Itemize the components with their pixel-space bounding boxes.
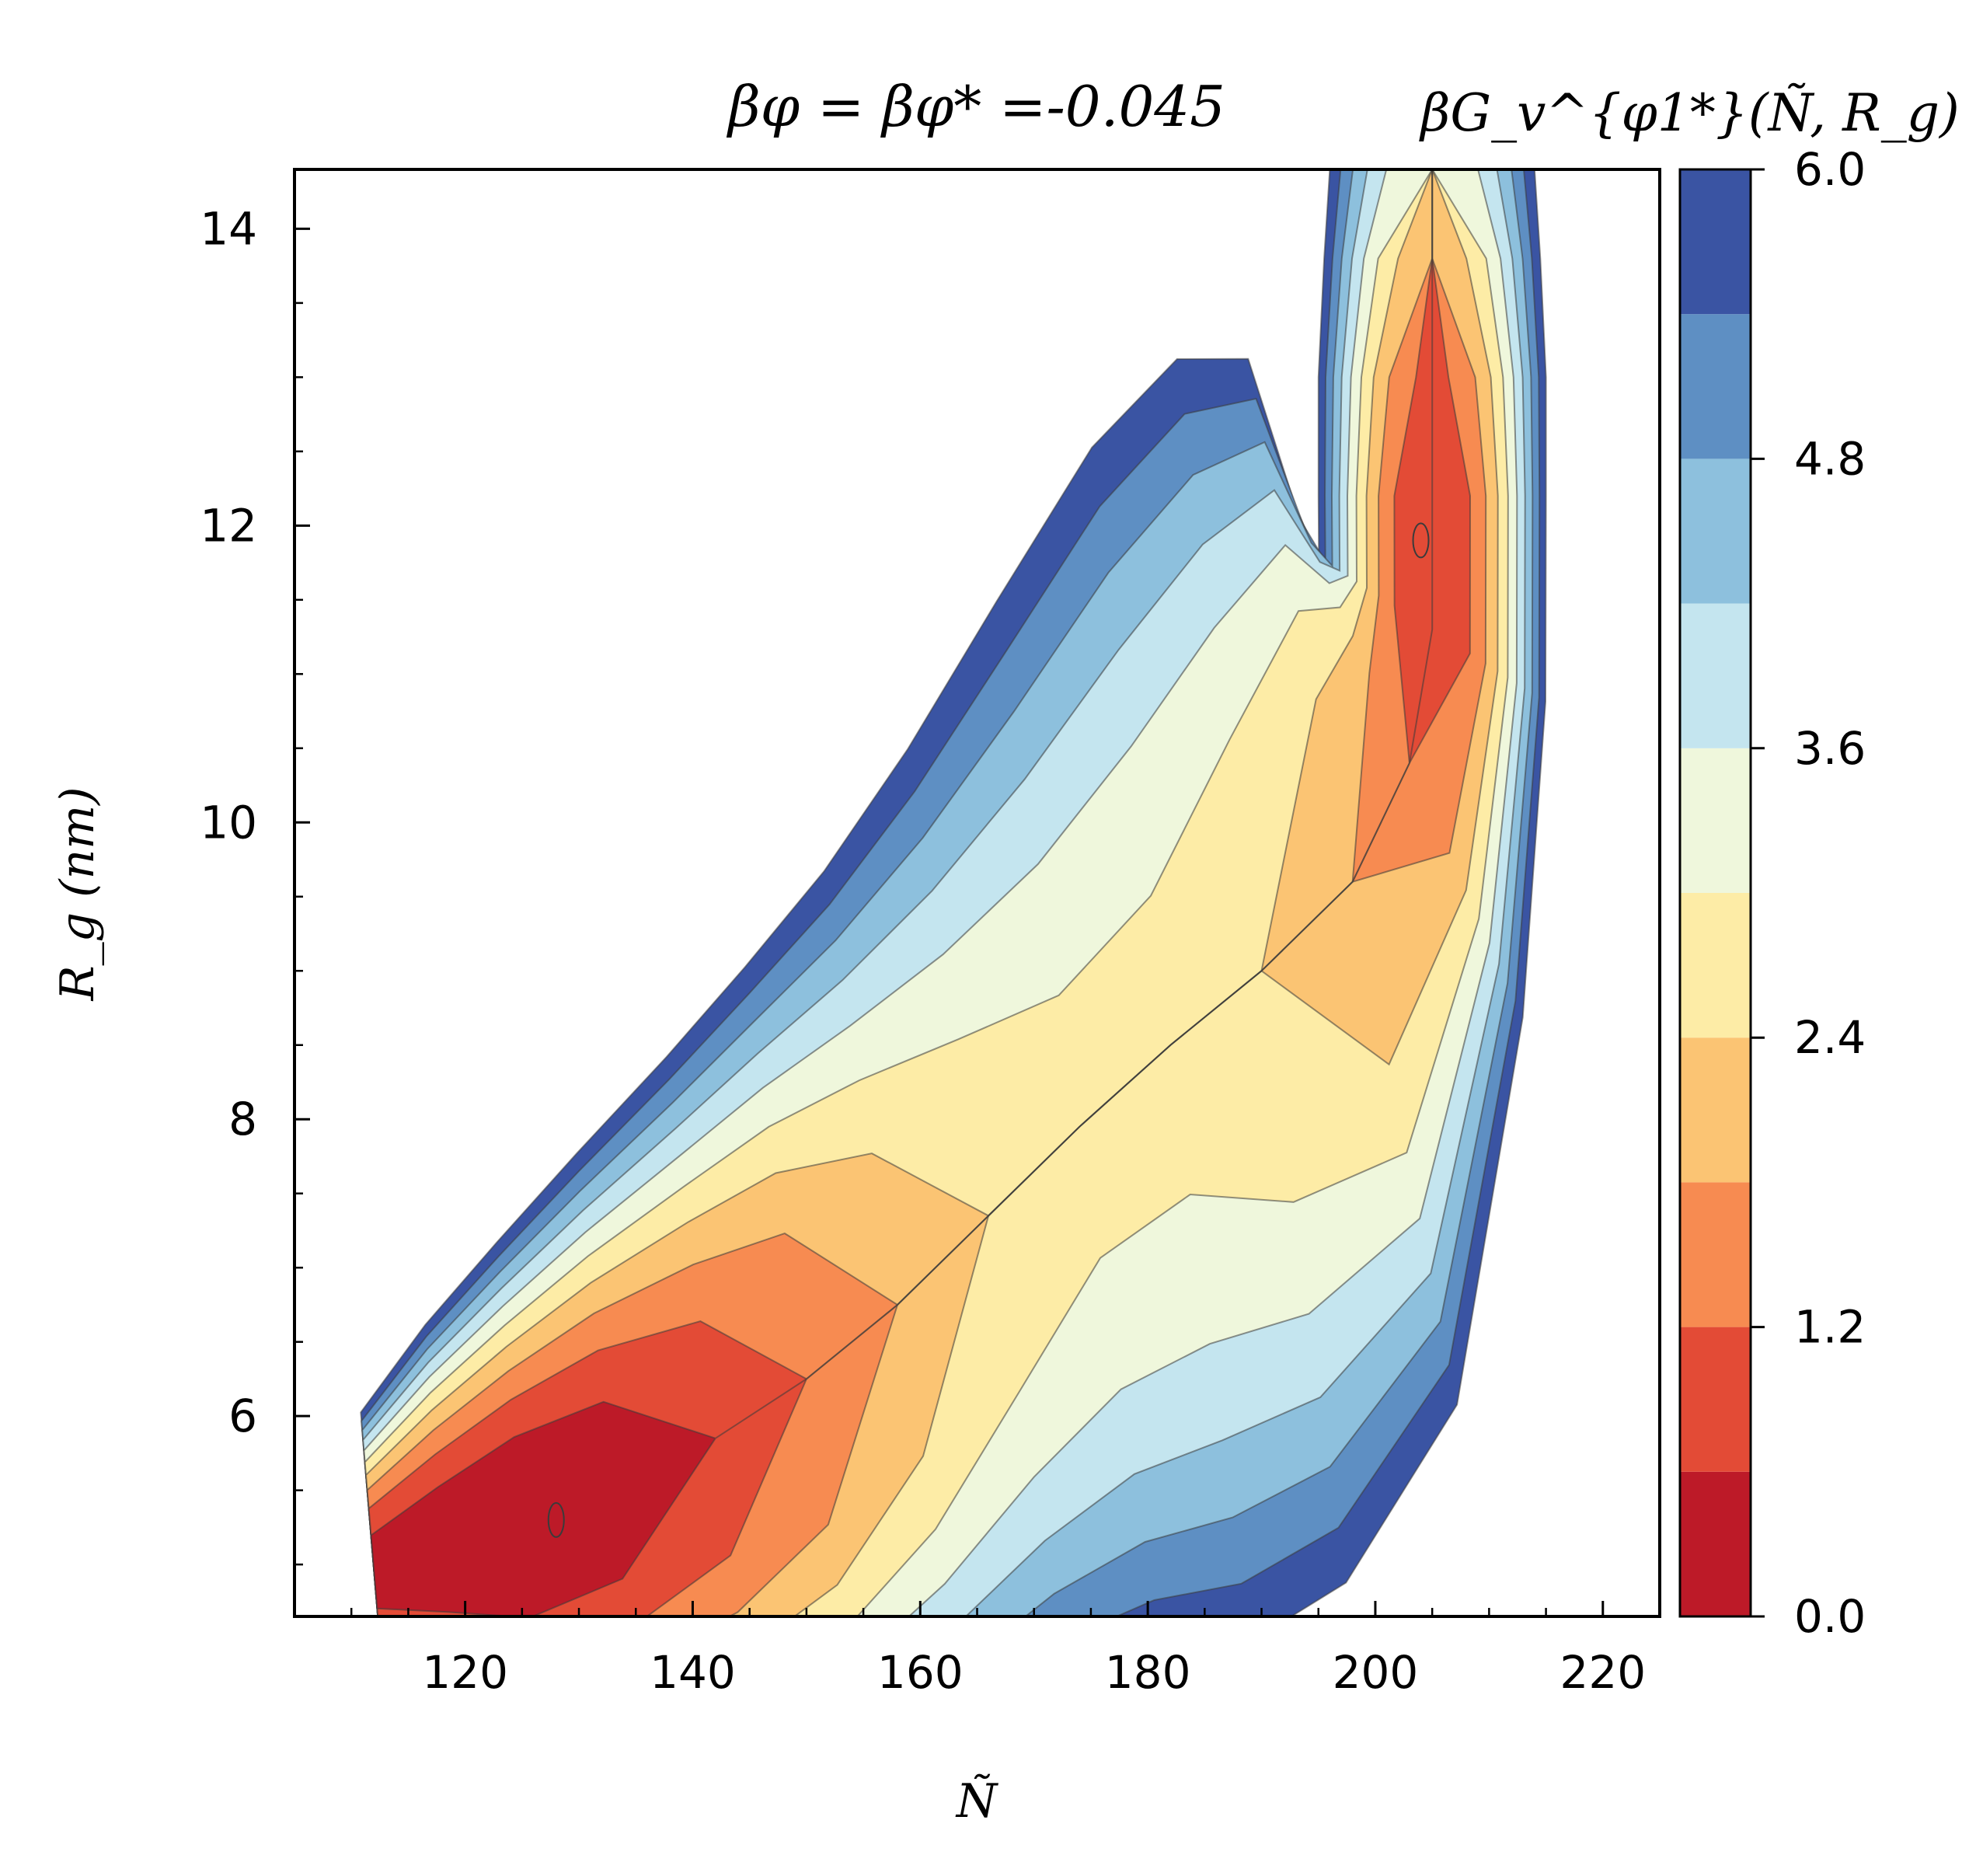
colorbar-swatch-8 bbox=[1680, 314, 1751, 459]
colorbar-swatch-5 bbox=[1680, 748, 1751, 893]
contour-field bbox=[360, 169, 1547, 1616]
x-tick-label: 120 bbox=[422, 1646, 508, 1699]
colorbar: 0.0 1.2 2.4 3.6 4.8 6.0 bbox=[1678, 143, 1866, 1643]
y-axis-label: R_g (nm) bbox=[51, 786, 105, 1001]
colorbar-tick-label: 4.8 bbox=[1794, 432, 1866, 485]
y-tick-label: 8 bbox=[228, 1093, 257, 1145]
colorbar-tick-label: 2.4 bbox=[1794, 1011, 1866, 1064]
chart-title: βφ = βφ* =-0.045 bbox=[726, 74, 1225, 139]
colorbar-swatch-3 bbox=[1680, 1037, 1751, 1183]
colorbar-swatch-1 bbox=[1680, 1327, 1751, 1472]
x-tick-label: 140 bbox=[650, 1646, 736, 1699]
y-tick-label: 12 bbox=[200, 499, 257, 552]
x-tick-label: 160 bbox=[877, 1646, 964, 1699]
x-tick-label: 180 bbox=[1105, 1646, 1191, 1699]
colorbar-swatch-4 bbox=[1680, 893, 1751, 1038]
y-tick-label: 10 bbox=[200, 796, 257, 849]
colorbar-swatch-0 bbox=[1680, 1471, 1751, 1616]
colorbar-tick-label: 0.0 bbox=[1794, 1590, 1866, 1643]
colorbar-tick-label: 6.0 bbox=[1794, 143, 1866, 196]
x-axis: 120 140 160 180 200 220 bbox=[350, 1601, 1661, 1699]
basin-minimum-1 bbox=[1412, 522, 1430, 559]
x-axis-label: Ñ bbox=[955, 1773, 999, 1829]
colorbar-tick-label: 3.6 bbox=[1794, 722, 1866, 775]
colorbar-swatch-7 bbox=[1680, 459, 1751, 604]
colorbar-label: βG_v^{φ1*}(Ñ, R_g) bbox=[1418, 83, 1960, 143]
y-tick-label: 6 bbox=[228, 1390, 257, 1442]
x-tick-label: 200 bbox=[1333, 1646, 1419, 1699]
y-axis: 6 8 10 12 14 bbox=[200, 202, 310, 1566]
contour-band-0 bbox=[370, 169, 1434, 1616]
y-tick-label: 14 bbox=[200, 202, 257, 255]
colorbar-frame bbox=[1678, 168, 1752, 1618]
colorbar-swatch-6 bbox=[1680, 603, 1751, 748]
x-tick-label: 220 bbox=[1560, 1646, 1646, 1699]
colorbar-swatch-9 bbox=[1680, 169, 1751, 315]
colorbar-swatch-2 bbox=[1680, 1182, 1751, 1327]
colorbar-tick-label: 1.2 bbox=[1794, 1301, 1866, 1354]
contour-band-3 bbox=[364, 169, 1499, 1616]
basin-minimum-0 bbox=[547, 1501, 565, 1538]
